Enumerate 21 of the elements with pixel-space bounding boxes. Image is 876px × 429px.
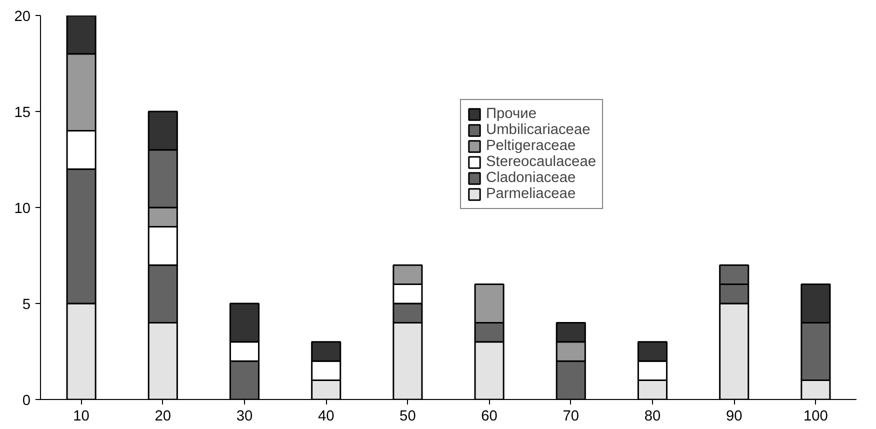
y-tick-label: 0 xyxy=(22,393,31,409)
y-tick-label: 5 xyxy=(22,297,31,313)
x-tick-label: 60 xyxy=(481,408,498,424)
y-tick-label: 20 xyxy=(14,9,31,25)
x-tick-label: 50 xyxy=(400,408,416,424)
legend-label: Stereocaulaceae xyxy=(486,154,596,170)
legend-label: Прочие xyxy=(486,106,536,122)
legend-label: Parmeliaceae xyxy=(486,186,576,202)
x-tick-label: 70 xyxy=(562,408,580,424)
x-tick-label: 40 xyxy=(318,408,334,424)
legend-label: Peltigeraceae xyxy=(486,138,576,154)
x-tick-label: 10 xyxy=(73,408,90,424)
x-tick-label: 80 xyxy=(644,408,661,424)
x-tick-label: 100 xyxy=(803,408,828,424)
y-tick-label: 10 xyxy=(14,201,31,217)
x-tick-label: 90 xyxy=(726,408,742,424)
x-tick-label: 30 xyxy=(236,408,253,424)
x-tick-label: 20 xyxy=(154,408,172,424)
legend-label: Cladoniaceae xyxy=(486,170,576,186)
y-tick-label: 15 xyxy=(14,105,31,121)
legend-label: Umbilicariaceae xyxy=(486,122,590,138)
